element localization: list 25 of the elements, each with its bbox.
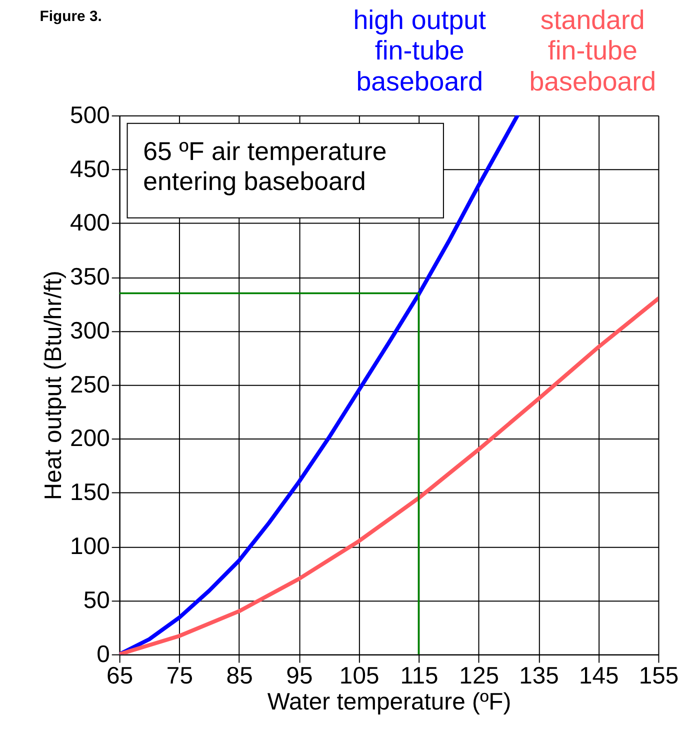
- y-tick-label: 100: [70, 532, 110, 560]
- y-tick-label: 300: [70, 317, 110, 344]
- x-tick-label: 75: [166, 662, 193, 690]
- x-tick-label: 135: [519, 662, 559, 690]
- y-axis-title: Heat output (Btu/hr/ft): [40, 270, 68, 500]
- x-tick-label: 95: [286, 662, 313, 690]
- x-tick-label: 105: [339, 662, 380, 690]
- y-tick-label: 50: [83, 586, 110, 614]
- series-label: high output fin-tube baseboard: [353, 4, 487, 97]
- y-tick-label: 200: [70, 425, 110, 452]
- x-tick-label: 115: [400, 662, 438, 690]
- y-tick-label: 150: [70, 479, 110, 506]
- y-tick-label: 400: [70, 210, 110, 237]
- x-tick-label: 85: [226, 662, 253, 690]
- text: standard fin-tube baseboard: [529, 4, 656, 97]
- annotation: 65 ºF air temperature entering baseboard: [143, 138, 387, 196]
- y-tick-label: 450: [70, 156, 110, 183]
- y-tick-label: 250: [70, 371, 110, 398]
- x-tick-label: 155: [638, 662, 679, 690]
- y-tick-label: 350: [70, 264, 110, 291]
- x-axis-title: Water temperature (ºF): [267, 688, 512, 716]
- y-tick-label: 500: [70, 102, 110, 129]
- x-tick-label: 125: [459, 662, 499, 690]
- x-tick-label: 145: [578, 662, 619, 690]
- chart-title: Figure 3.: [40, 8, 102, 25]
